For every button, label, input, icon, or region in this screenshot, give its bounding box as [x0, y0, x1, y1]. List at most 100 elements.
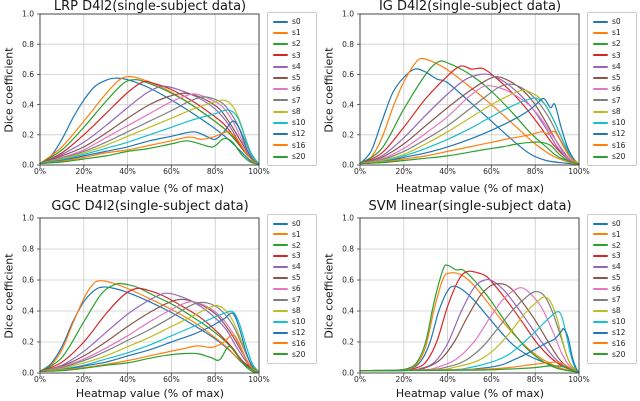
- series-line-s16: [39, 334, 260, 373]
- legend-label: s0: [292, 218, 301, 228]
- legend-line-sample: [593, 20, 608, 23]
- y-tick-label: 0.2: [342, 338, 354, 347]
- legend: s0 s1 s2 s3 s4 s5 s6 s7 s8 s10 s12 s16 s20: [587, 12, 637, 166]
- legend-line-sample: [273, 99, 288, 102]
- legend-label: s3: [612, 50, 621, 60]
- legend: s0 s1 s2 s3 s4 s5 s6 s7 s8 s10 s12 s16 s20: [587, 214, 637, 364]
- legend-line-sample: [593, 287, 608, 290]
- series-line-s20: [39, 345, 260, 373]
- legend-label: s6: [292, 84, 301, 94]
- legend-item-s4: s4: [593, 263, 632, 272]
- y-tick-label: 0.4: [22, 307, 34, 316]
- legend-label: s12: [612, 327, 626, 337]
- legend-label: s6: [612, 284, 621, 294]
- legend-label: s6: [612, 84, 621, 94]
- x-axis-label: Heatmap value (% of max): [395, 387, 545, 400]
- series-line-s5: [359, 76, 580, 165]
- legend-label: s2: [612, 39, 621, 49]
- series-line-s1: [359, 272, 580, 373]
- legend-label: s20: [612, 151, 626, 161]
- x-tick-label: 80%: [527, 375, 544, 384]
- series-line-s1: [359, 57, 580, 165]
- x-tick-label: 100%: [248, 375, 269, 384]
- legend-line-sample: [273, 277, 288, 280]
- legend-line-sample: [593, 309, 608, 312]
- series-line-s8: [359, 296, 580, 373]
- x-tick-label: 20%: [395, 375, 412, 384]
- legend-label: s4: [292, 262, 301, 272]
- legend-line-sample: [593, 222, 608, 225]
- x-tick-label: 0%: [354, 167, 366, 176]
- legend: s0 s1 s2 s3 s4 s5 s6 s7 s8 s10 s12 s16 s20: [267, 12, 317, 166]
- legend-item-s20: s20: [593, 350, 632, 359]
- legend-line-sample: [273, 133, 288, 135]
- legend-label: s10: [292, 118, 306, 127]
- series-line-s1: [39, 280, 260, 373]
- series-line-s7: [359, 83, 580, 165]
- series-line-s6: [359, 85, 580, 165]
- legend-label: s5: [292, 273, 301, 283]
- legend-label: s7: [612, 295, 621, 305]
- x-tick-label: 60%: [483, 167, 500, 176]
- x-tick-label: 40%: [439, 167, 456, 176]
- legend-line-sample: [593, 266, 608, 269]
- subplot-ig-d4l2: 0% 20% 40% 60% 80% 100% 0.0 0.2 0.4 0.6 0.8 1.0 IG …: [320, 0, 640, 200]
- series-line-s3: [39, 287, 260, 373]
- series-line-s12: [359, 97, 580, 165]
- y-tick-label: 0.4: [22, 100, 34, 109]
- subplot-ggc-d4l2: 0% 20% 40% 60% 80% 100% 0.0 0.2 0.4 0.6 0.8 1.0 GGC…: [0, 200, 320, 401]
- legend-label: s8: [612, 306, 621, 315]
- y-tick-label: 0.0: [22, 161, 34, 170]
- legend-item-s6: s6: [593, 85, 632, 94]
- x-tick-label: 40%: [119, 167, 136, 176]
- x-tick-label: 0%: [34, 375, 46, 384]
- y-axis-label: Dice coefficient: [2, 253, 16, 339]
- series-line-s2: [359, 264, 580, 373]
- legend-label: s3: [612, 251, 621, 261]
- legend-item-s16: s16: [273, 141, 312, 150]
- x-tick-label: 60%: [163, 167, 180, 176]
- legend-item-s16: s16: [273, 339, 312, 348]
- series-line-s20: [39, 137, 260, 165]
- y-tick-label: 0.8: [342, 40, 354, 49]
- series-line-s20: [359, 141, 580, 165]
- legend: s0 s1 s2 s3 s4 s5 s6 s7 s8 s10 s12 s16 s20: [267, 214, 317, 364]
- legend-line-sample: [273, 155, 288, 158]
- legend-label: s20: [292, 349, 306, 359]
- y-tick-label: 0.8: [342, 245, 354, 254]
- legend-item-s6: s6: [593, 284, 632, 293]
- y-tick-label: 0.2: [22, 338, 34, 347]
- y-tick-label: 1.0: [22, 214, 34, 223]
- legend-line-sample: [593, 155, 608, 158]
- series-line-s6: [359, 287, 580, 373]
- x-tick-label: 80%: [207, 375, 224, 384]
- subplot-lrp-d4l2: 0% 20% 40% 60% 80% 100% 0.0 0.2 0.4 0.6 0.8 1.0 LRP…: [0, 0, 320, 200]
- legend-line-sample: [273, 65, 288, 68]
- legend-label: s12: [612, 129, 626, 139]
- legend-line-sample: [593, 298, 608, 301]
- legend-label: s4: [612, 61, 621, 71]
- legend-item-s3: s3: [593, 51, 632, 60]
- legend-line-sample: [273, 266, 288, 269]
- legend-item-s4: s4: [273, 263, 312, 272]
- legend-label: s12: [292, 327, 306, 337]
- legend-item-s2: s2: [593, 241, 632, 250]
- x-tick-label: 20%: [75, 167, 92, 176]
- legend-label: s1: [612, 229, 621, 239]
- series-line-s4: [39, 292, 260, 373]
- x-tick-label: 40%: [119, 375, 136, 384]
- y-tick-label: 0.4: [342, 307, 354, 316]
- legend-label: s2: [612, 240, 621, 250]
- series-line-s3: [359, 270, 580, 373]
- legend-item-s16: s16: [593, 141, 632, 150]
- y-tick-label: 0.0: [342, 161, 354, 170]
- y-axis-label: Dice coefficient: [322, 47, 336, 133]
- legend-label: s7: [292, 95, 301, 105]
- axes-frame: [39, 13, 260, 166]
- legend-line-sample: [593, 99, 608, 102]
- legend-item-s5: s5: [273, 73, 312, 82]
- y-tick-label: 0.2: [342, 131, 354, 140]
- legend-item-s10: s10: [593, 118, 632, 127]
- legend-item-s20: s20: [273, 152, 312, 161]
- legend-item-s8: s8: [593, 306, 632, 315]
